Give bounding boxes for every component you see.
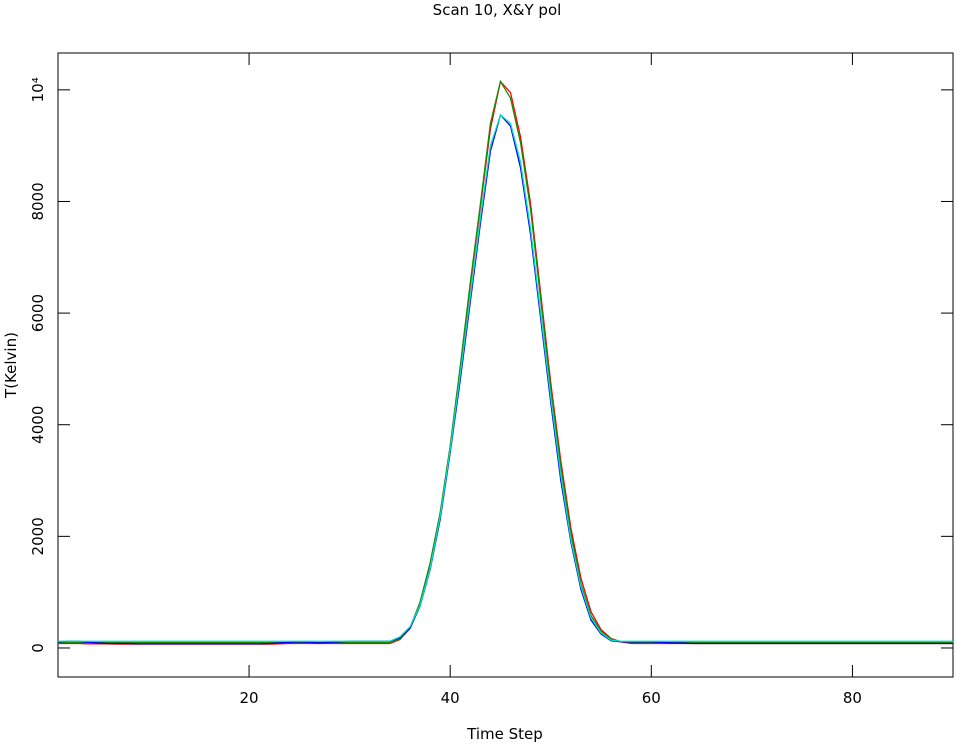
y-axis-label: T(Kelvin)	[2, 332, 20, 399]
y-tick-label: 2000	[29, 517, 47, 555]
x-tick-label: 60	[642, 689, 661, 707]
y-tick-label: 8000	[29, 182, 47, 220]
y-tick-label: 4000	[29, 406, 47, 444]
x-tick-label: 80	[843, 689, 862, 707]
y-tick-label: 6000	[29, 294, 47, 332]
y-tick-label: 10⁴	[29, 77, 47, 102]
y-tick-label: 0	[29, 643, 47, 653]
series-line	[57, 113, 953, 645]
x-tick-label: 40	[441, 689, 460, 707]
chart-title: Scan 10, X&Y pol	[433, 1, 562, 19]
x-tick-label: 20	[240, 689, 259, 707]
series-line	[58, 80, 953, 645]
series-line	[58, 79, 953, 644]
plot-frame	[57, 52, 954, 678]
series-line	[58, 113, 953, 642]
x-axis-label: Time Step	[466, 725, 543, 743]
